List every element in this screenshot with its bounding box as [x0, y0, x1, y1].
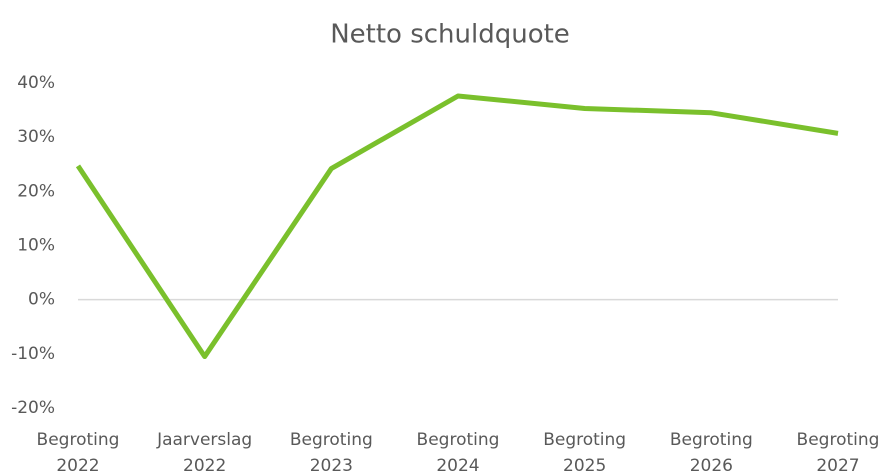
line-series — [75, 93, 839, 360]
y-tick-label: 40% — [17, 73, 55, 93]
y-tick-label: 0% — [28, 290, 55, 310]
y-tick-label: -20% — [11, 398, 55, 418]
x-tick-label: Begroting 2025 — [543, 430, 627, 475]
y-tick-label: 20% — [17, 181, 55, 201]
x-tick-label: Begroting 2022 — [36, 430, 120, 475]
x-tick-label: Begroting 2023 — [289, 430, 373, 475]
y-tick-label: 10% — [17, 236, 55, 256]
chart-title: Netto schuldquote — [330, 20, 570, 50]
x-tick-label: Jaarverslag 2022 — [157, 430, 253, 475]
y-tick-label: -10% — [11, 344, 55, 364]
x-tick-label: Begroting 2026 — [669, 430, 753, 475]
y-tick-label: 30% — [17, 127, 55, 147]
x-tick-label: Begroting 2027 — [796, 430, 880, 475]
x-tick-label: Begroting 2024 — [416, 430, 500, 475]
